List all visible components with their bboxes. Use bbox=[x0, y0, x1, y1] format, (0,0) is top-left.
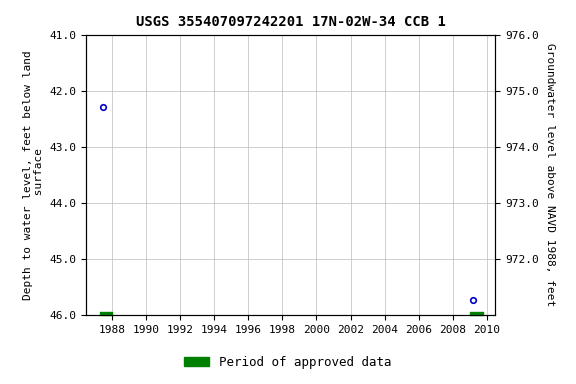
Legend: Period of approved data: Period of approved data bbox=[179, 351, 397, 374]
Y-axis label: Depth to water level, feet below land
 surface: Depth to water level, feet below land su… bbox=[22, 50, 44, 300]
Y-axis label: Groundwater level above NAVD 1988, feet: Groundwater level above NAVD 1988, feet bbox=[545, 43, 555, 306]
Title: USGS 355407097242201 17N-02W-34 CCB 1: USGS 355407097242201 17N-02W-34 CCB 1 bbox=[136, 15, 446, 29]
